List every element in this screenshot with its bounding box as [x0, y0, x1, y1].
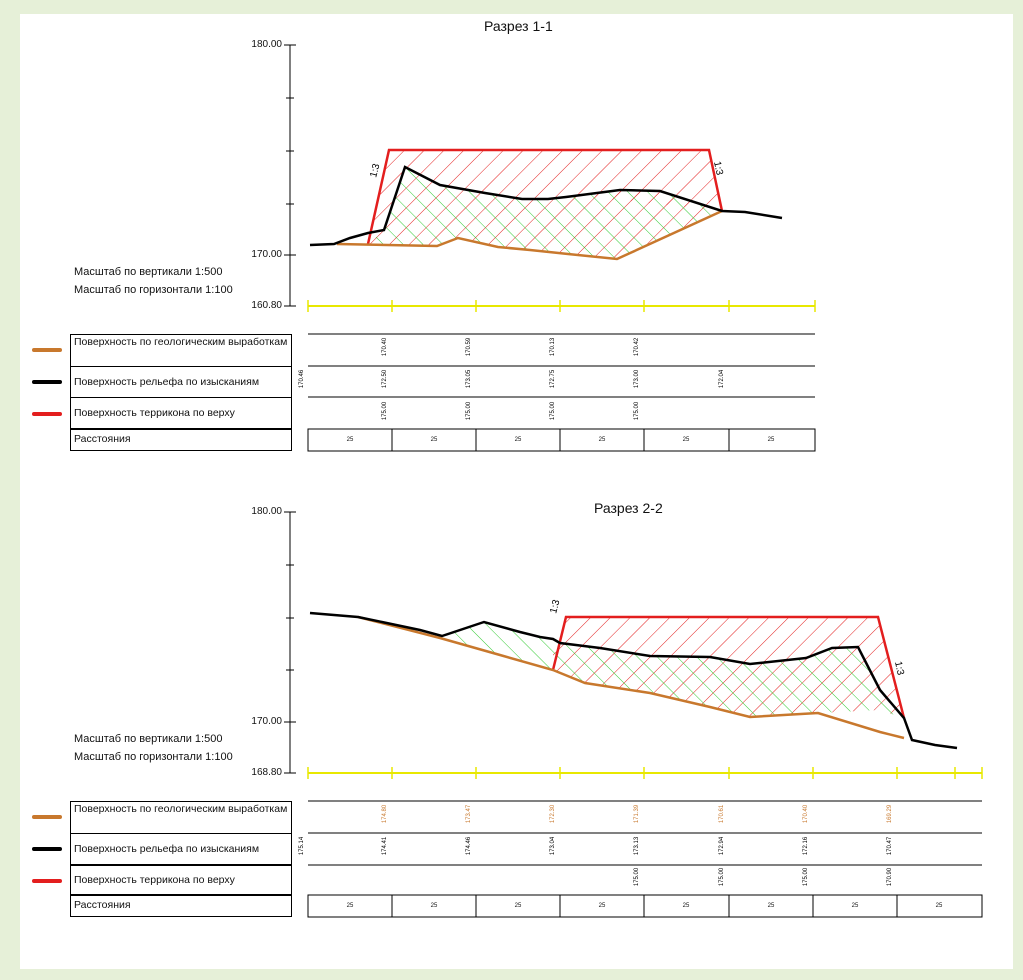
s2-relief-value: 173.13	[634, 836, 641, 856]
terrikon-swatch	[32, 412, 62, 416]
section-2-cross-green	[553, 639, 904, 718]
section-1-terrikon-line	[366, 148, 724, 245]
s1-terrikon-value: 175.00	[382, 401, 389, 421]
geological-swatch	[32, 348, 62, 352]
s1-relief-value: 170.46	[299, 369, 306, 389]
section-2-title: Разрез 2-2	[594, 500, 663, 516]
s2-terrikon-value: 170.90	[887, 867, 894, 887]
section-2-slope-left: 1:3	[548, 598, 562, 615]
s2-geo-value: 173.47	[466, 804, 473, 824]
section-1-slope-left: 1:3	[368, 162, 382, 179]
section-1-title: Разрез 1-1	[484, 18, 553, 34]
s1-relief-value: 172.75	[550, 369, 557, 389]
s2-distance: 25	[514, 903, 522, 909]
s2-terrikon-value: 175.00	[634, 867, 641, 887]
s2-geo-value: 170.40	[803, 804, 810, 824]
section-2-y-base: 168.80	[251, 767, 282, 778]
legend-distance-label: Расстояния	[70, 429, 292, 451]
s1-relief-value: 172.04	[719, 369, 726, 389]
section-2-horizontal-scale: Масштаб по горизонтали 1:100	[74, 751, 233, 763]
s2-distance: 25	[935, 903, 943, 909]
section-2-green-hatch-left	[358, 617, 553, 670]
s1-relief-value: 173.05	[466, 369, 473, 389]
s2-geo-value: 169.29	[887, 804, 894, 824]
section-2-geological-line	[357, 615, 905, 740]
section-1-terrikon-hatch	[368, 150, 722, 244]
s2-geo-value: 172.30	[550, 804, 557, 824]
relief-swatch	[32, 847, 62, 851]
s2-distance: 25	[430, 903, 438, 909]
s1-geo-value: 170.59	[466, 337, 473, 357]
s1-distance: 25	[767, 437, 775, 443]
section-1-y-mid: 170.00	[251, 249, 282, 260]
s1-terrikon-value: 175.00	[634, 401, 641, 421]
s2-relief-value: 173.04	[550, 836, 557, 856]
s2-relief-value: 172.94	[719, 836, 726, 856]
section-1-vertical-scale: Масштаб по вертикали 1:500	[74, 266, 223, 278]
section-1-horizontal-scale: Масштаб по горизонтали 1:100	[74, 284, 233, 296]
section-1-y-base: 160.80	[251, 300, 282, 311]
legend-terrikon-label: Поверхность террикона по верху	[70, 865, 292, 895]
legend-geological-label: Поверхность по геологическим выработкам	[70, 334, 292, 367]
legend-relief-label: Поверхность рельефа по изысканиям	[70, 366, 292, 398]
s1-distance: 25	[346, 437, 354, 443]
section-2-terrikon-hatch	[553, 617, 904, 718]
s2-geo-value: 170.61	[719, 804, 726, 824]
section-2-vertical-scale: Масштаб по вертикали 1:500	[74, 733, 223, 745]
section-1-slope-right: 1:3	[711, 160, 725, 176]
section-2-relief-line	[309, 611, 958, 750]
s1-geo-value: 170.13	[550, 337, 557, 357]
s2-terrikon-value: 175.00	[803, 867, 810, 887]
s2-relief-value: 170.47	[887, 836, 894, 856]
s1-geo-value: 170.40	[382, 337, 389, 357]
s2-relief-value: 172.16	[803, 836, 810, 856]
s1-geo-value: 170.42	[634, 337, 641, 357]
section-2-slope-right: 1:3	[892, 660, 906, 676]
legend-terrikon-label: Поверхность террикона по верху	[70, 397, 292, 429]
legend-relief-label: Поверхность рельефа по изысканиям	[70, 833, 292, 865]
s1-distance: 25	[430, 437, 438, 443]
section-1-profile	[284, 44, 816, 452]
section-1-relief-line	[309, 165, 783, 247]
s1-terrikon-value: 175.00	[550, 401, 557, 421]
section-2-y-top: 180.00	[251, 506, 282, 517]
s2-relief-value: 174.41	[382, 836, 389, 856]
relief-swatch	[32, 380, 62, 384]
s1-relief-value: 172.50	[382, 369, 389, 389]
section-1-y-top: 180.00	[251, 39, 282, 50]
s1-relief-value: 173.00	[634, 369, 641, 389]
s1-distance: 25	[514, 437, 522, 443]
section-1-cross-hatch	[368, 167, 722, 259]
s2-relief-value: 175.14	[299, 836, 306, 856]
s1-distance: 25	[598, 437, 606, 443]
s2-geo-value: 171.39	[634, 804, 641, 824]
s2-distance: 25	[682, 903, 690, 909]
section-1-geological-line	[336, 209, 723, 261]
s1-terrikon-value: 175.00	[466, 401, 473, 421]
s2-distance: 25	[767, 903, 775, 909]
s2-distance: 25	[346, 903, 354, 909]
geological-swatch	[32, 815, 62, 819]
legend-geological-label: Поверхность по геологическим выработкам	[70, 801, 292, 834]
s2-terrikon-value: 175.00	[719, 867, 726, 887]
s2-relief-value: 174.46	[466, 836, 473, 856]
s2-distance: 25	[851, 903, 859, 909]
s2-distance: 25	[598, 903, 606, 909]
s1-distance: 25	[682, 437, 690, 443]
legend-distance-label: Расстояния	[70, 895, 292, 917]
terrikon-swatch	[32, 879, 62, 883]
section-2-y-mid: 170.00	[251, 716, 282, 727]
s2-geo-value: 174.80	[382, 804, 389, 824]
section-2-profile	[284, 511, 983, 918]
